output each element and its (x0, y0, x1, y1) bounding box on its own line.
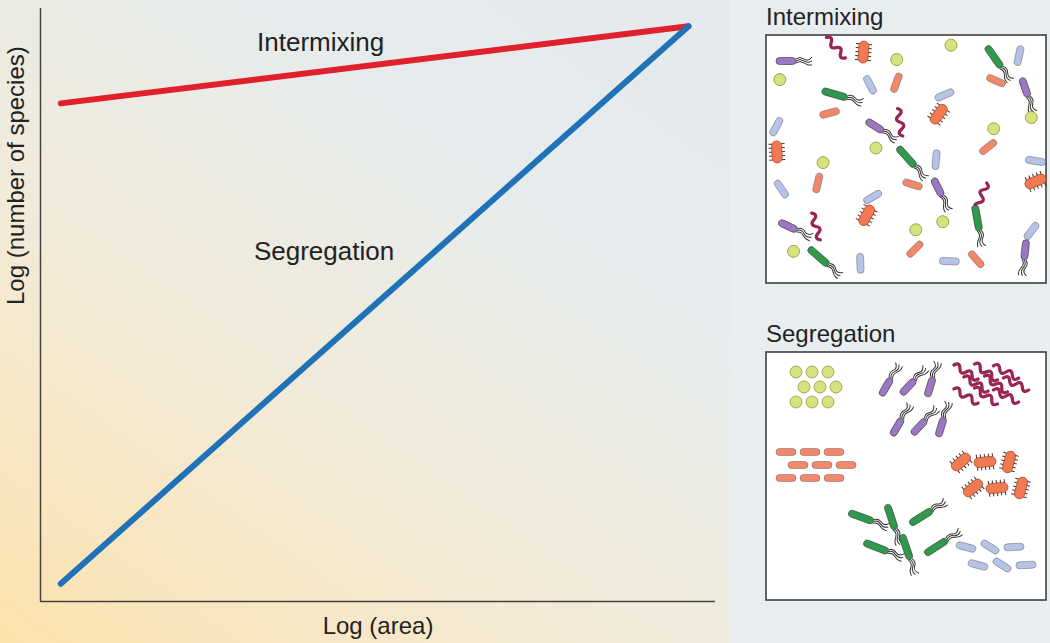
svg-text:Segregation: Segregation (254, 236, 394, 266)
svg-text:Intermixing: Intermixing (766, 3, 883, 30)
svg-text:Segregation: Segregation (766, 320, 895, 347)
svg-text:Log (area): Log (area) (323, 612, 434, 639)
svg-text:Log (number of species): Log (number of species) (2, 46, 29, 305)
svg-text:Intermixing: Intermixing (257, 27, 384, 57)
